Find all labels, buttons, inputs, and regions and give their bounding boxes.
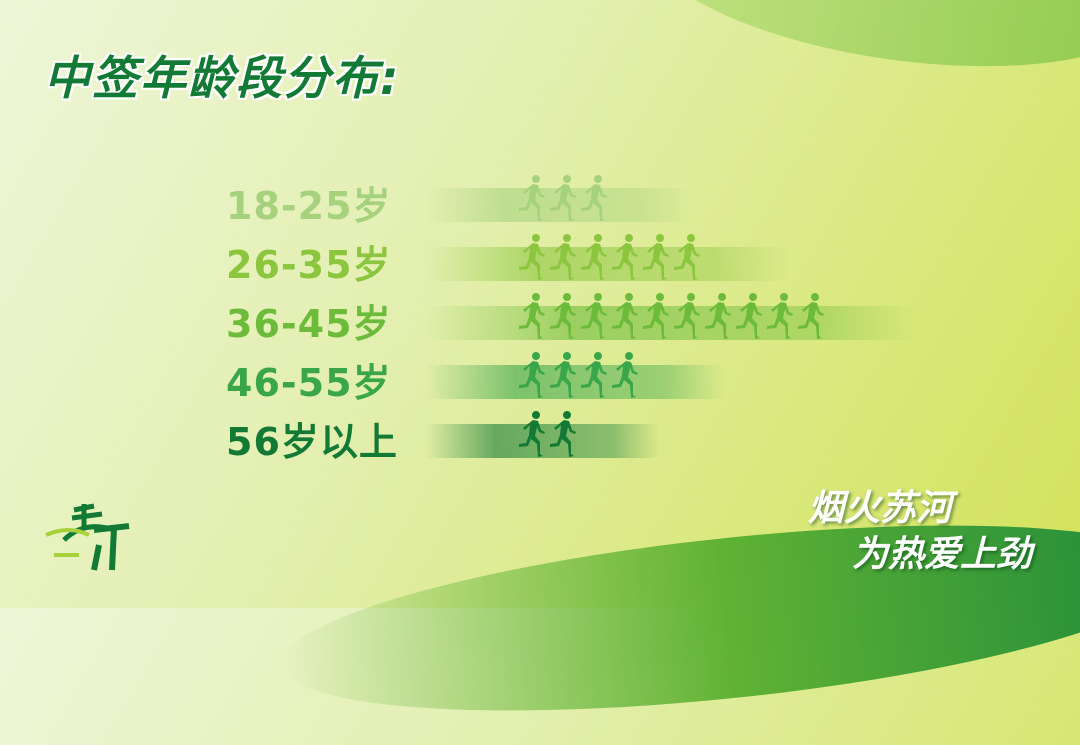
category-label: 46-55岁 (226, 360, 392, 405)
runner-icon (609, 233, 640, 287)
runner-icon (547, 233, 578, 287)
value-bar (426, 247, 788, 281)
runner-icon (516, 410, 547, 464)
runner-icon (547, 351, 578, 405)
runner-icon (733, 292, 764, 346)
runner-icon (764, 292, 795, 346)
runner-icon (671, 292, 702, 346)
runner-icon (516, 292, 547, 346)
runner-icon (578, 292, 609, 346)
runner-icons (516, 410, 578, 464)
chart-row: 26-35岁 (226, 231, 788, 291)
runner-icon (640, 292, 671, 346)
category-label: 56岁以上 (226, 419, 398, 464)
runner-icon (578, 351, 609, 405)
runner-icon (640, 233, 671, 287)
category-label: 36-45岁 (226, 301, 392, 346)
slogan-line2: 为热爱上劲 (851, 534, 1032, 575)
runner-icon (578, 174, 609, 228)
logo (45, 503, 130, 571)
runner-icon (547, 174, 578, 228)
runner-icon (702, 292, 733, 346)
runner-icon (547, 410, 578, 464)
chart-row: 46-55岁 (226, 349, 724, 409)
runner-icon (609, 351, 640, 405)
slogan-line1: 烟火苏河 (807, 488, 952, 529)
runner-icon (516, 174, 547, 228)
runner-icon (671, 233, 702, 287)
category-label: 18-25岁 (226, 183, 392, 228)
decorative-swoosh-top (630, 0, 1080, 96)
runner-icons (516, 174, 609, 228)
runner-icons (516, 233, 702, 287)
runner-icon (795, 292, 826, 346)
value-bar (426, 424, 660, 458)
slogan: 烟火苏河 为热爱上劲 (808, 486, 1032, 578)
chart-row: 36-45岁 (226, 290, 916, 350)
chart-row: 18-25岁 (226, 172, 692, 232)
runner-icon (547, 292, 578, 346)
runner-icons (516, 351, 640, 405)
value-bar (426, 365, 724, 399)
runner-icons (516, 292, 826, 346)
runner-icon (578, 233, 609, 287)
page-title: 中签年龄段分布: (44, 51, 401, 105)
category-label: 26-35岁 (226, 242, 392, 287)
runner-icon (516, 233, 547, 287)
runner-icon (609, 292, 640, 346)
runner-icon (516, 351, 547, 405)
chart-row: 56岁以上 (226, 408, 660, 468)
value-bar (426, 306, 916, 340)
